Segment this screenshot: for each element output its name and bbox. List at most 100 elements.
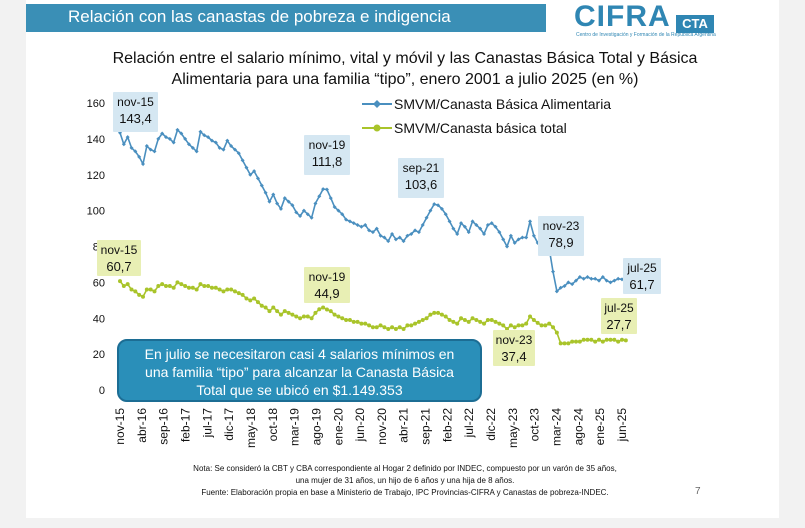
data-point-cbt	[478, 319, 483, 324]
data-point-cba	[309, 215, 314, 220]
data-point-cbt	[198, 282, 203, 287]
data-point-cbt	[160, 282, 165, 287]
data-point-cbt	[225, 287, 230, 292]
data-point-cbt	[294, 314, 299, 319]
data-label-date-cbt: nov-19	[309, 270, 346, 284]
data-point-cba	[236, 151, 241, 156]
data-point-cbt	[171, 285, 176, 290]
data-point-cba	[462, 224, 467, 229]
data-point-cbt	[232, 289, 237, 294]
data-point-cba	[554, 289, 559, 294]
data-point-cba	[413, 228, 418, 233]
data-point-cbt	[324, 307, 329, 312]
data-point-cba	[359, 224, 364, 229]
data-point-cba	[271, 192, 276, 197]
data-point-cbt	[600, 339, 605, 344]
callout-line2: una familia “tipo” para alcanzar la Cana…	[145, 364, 454, 380]
y-tick-label: 100	[87, 206, 105, 218]
data-point-cba	[190, 145, 195, 150]
data-point-cbt	[179, 282, 184, 287]
legend-label: SMVM/Canasta Básica Alimentaria	[394, 96, 611, 112]
data-point-cbt	[424, 316, 429, 321]
data-point-cbt	[623, 338, 628, 343]
data-label-date-cba: nov-15	[117, 95, 154, 109]
legend-marker-circle	[373, 124, 381, 132]
data-point-cba	[459, 221, 464, 226]
data-point-cbt	[332, 312, 337, 317]
data-point-cbt	[194, 287, 199, 292]
data-point-cbt	[378, 323, 383, 328]
callout-line1: En julio se necesitaron casi 4 salarios …	[144, 346, 455, 362]
data-point-cba	[390, 231, 395, 236]
series-line-cba	[119, 128, 623, 293]
data-point-cba	[263, 190, 268, 195]
data-point-cbt	[240, 292, 245, 297]
data-point-cba	[209, 138, 214, 143]
source-line: Fuente: Elaboración propia en base a Min…	[201, 488, 609, 497]
data-point-cbt	[416, 319, 421, 324]
data-point-cba	[305, 212, 310, 217]
data-point-cba	[608, 280, 613, 285]
data-point-cba	[378, 233, 383, 238]
data-point-cbt	[313, 310, 318, 315]
data-point-cbt	[118, 279, 122, 284]
data-label-box-cba	[113, 92, 158, 132]
data-point-cba	[516, 237, 521, 242]
data-point-cbt	[620, 337, 624, 342]
data-point-cbt	[562, 341, 567, 346]
data-point-cba	[163, 135, 168, 140]
data-label-date-cba: jul-25	[626, 261, 657, 275]
data-point-cbt	[351, 319, 356, 324]
data-point-cba	[604, 278, 609, 283]
data-point-cbt	[255, 300, 260, 305]
data-point-cbt	[213, 285, 218, 290]
data-point-cbt	[524, 321, 529, 326]
data-point-cba	[321, 187, 326, 192]
data-point-cba	[313, 201, 318, 206]
data-label-value-cbt: 44,9	[314, 286, 339, 301]
data-label-box-cba	[538, 216, 584, 256]
data-point-cba	[278, 206, 283, 211]
data-point-cbt	[443, 314, 448, 319]
data-point-cba	[505, 244, 510, 249]
data-point-cba	[133, 149, 138, 154]
data-point-cba	[474, 222, 479, 227]
data-point-cba	[566, 280, 571, 285]
data-point-cbt	[554, 330, 559, 335]
data-point-cbt	[489, 318, 494, 323]
data-point-cbt	[305, 314, 310, 319]
y-tick-label: 20	[93, 349, 105, 361]
data-point-cbt	[585, 337, 590, 342]
data-point-cba	[244, 165, 249, 170]
data-point-cbt	[359, 321, 364, 326]
data-point-cbt	[462, 318, 467, 323]
data-point-cbt	[121, 283, 126, 288]
data-point-cba	[229, 144, 234, 149]
data-point-cba	[531, 233, 536, 238]
x-tick-label: ago-24	[571, 408, 585, 446]
chart-title-line1: Relación entre el salario mínimo, vital …	[112, 50, 698, 67]
data-point-cbt	[612, 337, 617, 342]
data-label-box-cba	[304, 135, 350, 175]
data-point-cba	[328, 196, 333, 201]
data-point-cba	[443, 212, 448, 217]
data-point-cba	[144, 144, 149, 149]
data-point-cbt	[370, 325, 375, 330]
note-line2: una mujer de 31 años, un hijo de 6 años …	[295, 476, 515, 485]
data-point-cbt	[152, 289, 157, 294]
data-point-cbt	[282, 309, 287, 314]
data-point-cbt	[428, 312, 433, 317]
data-point-cba	[217, 145, 222, 150]
data-point-cba	[206, 135, 211, 140]
data-point-cba	[171, 140, 176, 145]
data-point-cba	[282, 196, 287, 201]
data-point-cbt	[298, 316, 303, 321]
data-point-cbt	[236, 291, 241, 296]
data-label-box-cbt	[493, 330, 535, 366]
data-point-cbt	[558, 341, 563, 346]
data-point-cbt	[163, 283, 168, 288]
data-point-cbt	[209, 285, 214, 290]
page-number: 7	[695, 486, 701, 497]
data-point-cba	[612, 278, 617, 283]
